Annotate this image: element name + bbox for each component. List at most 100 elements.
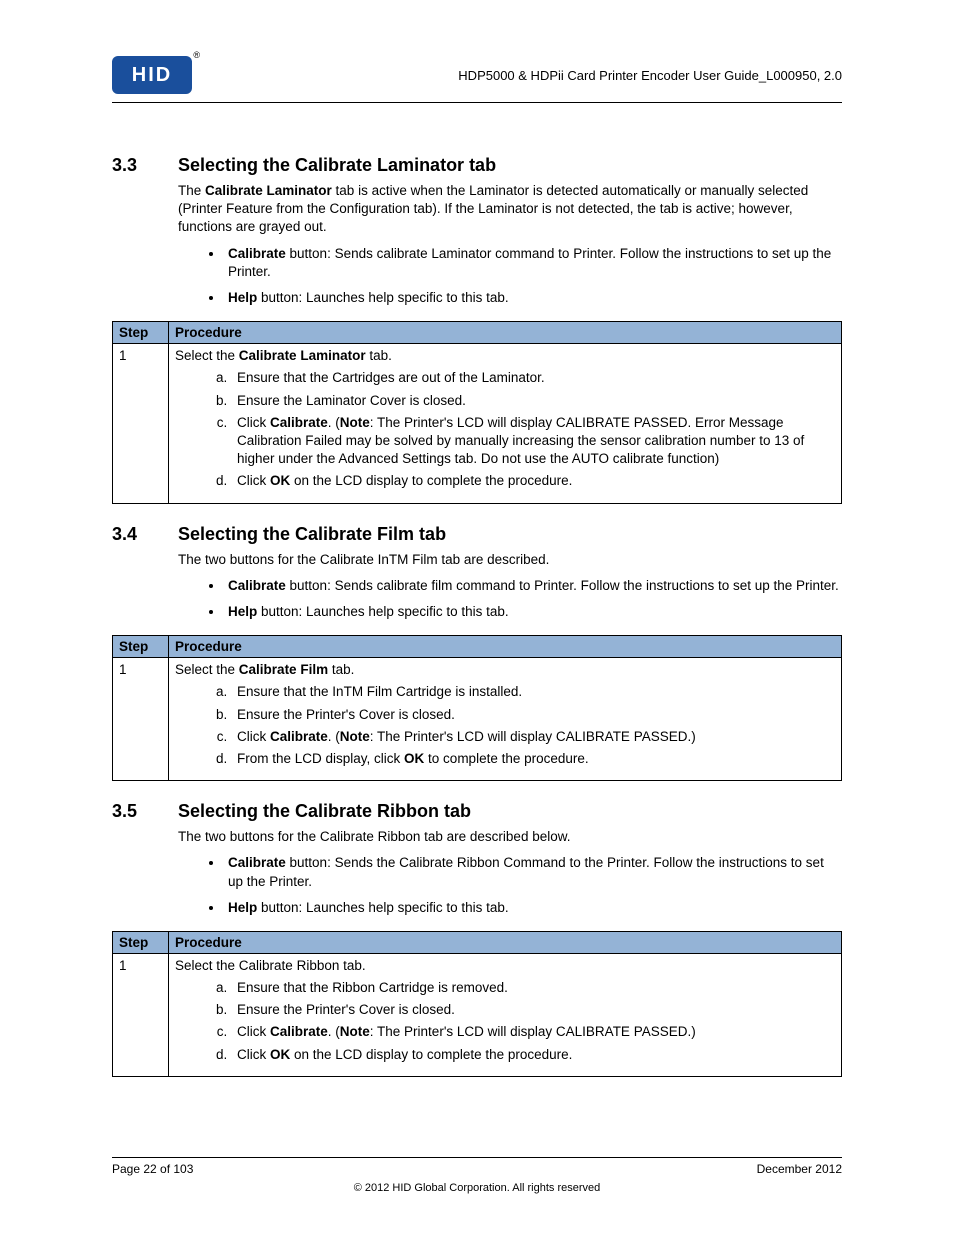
text-bold: Help bbox=[228, 900, 257, 915]
text-bold: Calibrate bbox=[228, 855, 286, 870]
text: : The Printer's LCD will display CALIBRA… bbox=[370, 1024, 696, 1039]
sub-step: Ensure the Printer's Cover is closed. bbox=[231, 706, 835, 724]
header-rule bbox=[112, 102, 842, 103]
section-heading-34: 3.4 Selecting the Calibrate Film tab bbox=[112, 524, 842, 545]
bullet-item: Calibrate button: Sends calibrate film c… bbox=[224, 577, 842, 595]
procedure-table-34: Step Procedure 1 Select the Calibrate Fi… bbox=[112, 635, 842, 781]
registered-mark: ® bbox=[193, 50, 200, 60]
text: The bbox=[178, 183, 205, 198]
th-procedure: Procedure bbox=[169, 636, 842, 658]
section-num: 3.3 bbox=[112, 155, 146, 176]
sub-step: Click OK on the LCD display to complete … bbox=[231, 472, 835, 490]
text-bold: Help bbox=[228, 604, 257, 619]
text-bold: Note bbox=[340, 729, 370, 744]
page-number: Page 22 of 103 bbox=[112, 1162, 193, 1176]
section-title: Selecting the Calibrate Film tab bbox=[178, 524, 446, 545]
procedure-table-33: Step Procedure 1 Select the Calibrate La… bbox=[112, 321, 842, 503]
sub-step: Click Calibrate. (Note: The Printer's LC… bbox=[231, 728, 835, 746]
cell-step: 1 bbox=[113, 658, 169, 781]
th-step: Step bbox=[113, 636, 169, 658]
bullets-33: Calibrate button: Sends calibrate Lamina… bbox=[192, 245, 842, 308]
text-bold: Calibrate bbox=[228, 246, 286, 261]
footer-date: December 2012 bbox=[757, 1162, 842, 1176]
sub-step: Ensure that the Ribbon Cartridge is remo… bbox=[231, 979, 835, 997]
intro-33: The Calibrate Laminator tab is active wh… bbox=[178, 182, 842, 237]
sub-step: Ensure the Laminator Cover is closed. bbox=[231, 392, 835, 410]
text: : The Printer's LCD will display CALIBRA… bbox=[370, 729, 696, 744]
text: button: Sends calibrate film command to … bbox=[286, 578, 839, 593]
cell-procedure: Select the Calibrate Film tab. Ensure th… bbox=[169, 658, 842, 781]
cell-step: 1 bbox=[113, 954, 169, 1077]
text-bold: Calibrate bbox=[270, 1024, 328, 1039]
bullet-item: Help button: Launches help specific to t… bbox=[224, 899, 842, 917]
sub-steps: Ensure that the Ribbon Cartridge is remo… bbox=[175, 979, 835, 1064]
table-row: 1 Select the Calibrate Laminator tab. En… bbox=[113, 344, 842, 503]
section-title: Selecting the Calibrate Laminator tab bbox=[178, 155, 496, 176]
sub-step: Ensure that the Cartridges are out of th… bbox=[231, 369, 835, 387]
hid-logo: HID bbox=[112, 56, 192, 94]
text: Click bbox=[237, 473, 270, 488]
text: Click bbox=[237, 1024, 270, 1039]
cell-procedure: Select the Calibrate Laminator tab. Ensu… bbox=[169, 344, 842, 503]
text: Click bbox=[237, 1047, 270, 1062]
procedure-table-35: Step Procedure 1 Select the Calibrate Ri… bbox=[112, 931, 842, 1077]
text: Select the bbox=[175, 662, 239, 677]
sub-step: Click Calibrate. (Note: The Printer's LC… bbox=[231, 1023, 835, 1041]
sub-step: Click Calibrate. (Note: The Printer's LC… bbox=[231, 414, 835, 469]
bullet-item: Calibrate button: Sends calibrate Lamina… bbox=[224, 245, 842, 281]
section-heading-33: 3.3 Selecting the Calibrate Laminator ta… bbox=[112, 155, 842, 176]
table-header-row: Step Procedure bbox=[113, 636, 842, 658]
table-row: 1 Select the Calibrate Ribbon tab. Ensur… bbox=[113, 954, 842, 1077]
cell-step: 1 bbox=[113, 344, 169, 503]
text-bold: Note bbox=[340, 1024, 370, 1039]
text-bold: Calibrate Laminator bbox=[205, 183, 332, 198]
text: button: Sends the Calibrate Ribbon Comma… bbox=[228, 855, 824, 888]
bullet-item: Help button: Launches help specific to t… bbox=[224, 289, 842, 307]
section-heading-35: 3.5 Selecting the Calibrate Ribbon tab bbox=[112, 801, 842, 822]
text: button: Launches help specific to this t… bbox=[257, 900, 508, 915]
th-step: Step bbox=[113, 322, 169, 344]
sub-step: Ensure the Printer's Cover is closed. bbox=[231, 1001, 835, 1019]
th-step: Step bbox=[113, 932, 169, 954]
sub-step: From the LCD display, click OK to comple… bbox=[231, 750, 835, 768]
text-bold: OK bbox=[404, 751, 424, 766]
text: on the LCD display to complete the proce… bbox=[290, 1047, 572, 1062]
intro-34: The two buttons for the Calibrate InTM F… bbox=[178, 551, 842, 569]
text-bold: OK bbox=[270, 473, 290, 488]
sub-steps: Ensure that the Cartridges are out of th… bbox=[175, 369, 835, 490]
section-num: 3.5 bbox=[112, 801, 146, 822]
text-bold: Calibrate bbox=[270, 729, 328, 744]
text: Click bbox=[237, 729, 270, 744]
logo-text: HID bbox=[132, 64, 172, 87]
table-header-row: Step Procedure bbox=[113, 932, 842, 954]
text: . ( bbox=[328, 729, 340, 744]
header: HID ® HDP5000 & HDPii Card Printer Encod… bbox=[112, 56, 842, 94]
sub-step: Click OK on the LCD display to complete … bbox=[231, 1046, 835, 1064]
text: . ( bbox=[328, 415, 340, 430]
section-title: Selecting the Calibrate Ribbon tab bbox=[178, 801, 471, 822]
intro-35: The two buttons for the Calibrate Ribbon… bbox=[178, 828, 842, 846]
text: . ( bbox=[328, 1024, 340, 1039]
bullets-35: Calibrate button: Sends the Calibrate Ri… bbox=[192, 854, 842, 917]
footer-copyright: © 2012 HID Global Corporation. All right… bbox=[112, 1182, 842, 1194]
text-bold: Note bbox=[340, 415, 370, 430]
bullets-34: Calibrate button: Sends calibrate film c… bbox=[192, 577, 842, 621]
cell-procedure: Select the Calibrate Ribbon tab. Ensure … bbox=[169, 954, 842, 1077]
footer-row: Page 22 of 103 December 2012 bbox=[112, 1162, 842, 1176]
th-procedure: Procedure bbox=[169, 322, 842, 344]
page: HID ® HDP5000 & HDPii Card Printer Encod… bbox=[0, 0, 954, 1235]
text: Select the bbox=[175, 348, 239, 363]
text: button: Launches help specific to this t… bbox=[257, 290, 508, 305]
bullet-item: Help button: Launches help specific to t… bbox=[224, 603, 842, 621]
logo-wrap: HID ® bbox=[112, 56, 192, 94]
doc-title: HDP5000 & HDPii Card Printer Encoder Use… bbox=[458, 68, 842, 83]
text: Click bbox=[237, 415, 270, 430]
text-bold: Calibrate bbox=[270, 415, 328, 430]
table-row: 1 Select the Calibrate Film tab. Ensure … bbox=[113, 658, 842, 781]
text-bold: Calibrate Laminator bbox=[239, 348, 366, 363]
section-num: 3.4 bbox=[112, 524, 146, 545]
text: button: Sends calibrate Laminator comman… bbox=[228, 246, 831, 279]
text-bold: Calibrate Film bbox=[239, 662, 328, 677]
th-procedure: Procedure bbox=[169, 932, 842, 954]
table-header-row: Step Procedure bbox=[113, 322, 842, 344]
